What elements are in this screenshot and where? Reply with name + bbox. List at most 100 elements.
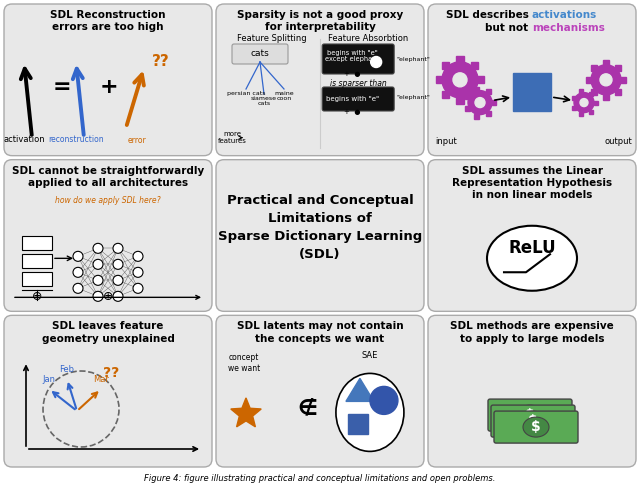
Bar [442,62,449,69]
Circle shape [133,251,143,261]
Text: cats: cats [251,49,269,59]
Bar [474,114,479,119]
Circle shape [453,73,467,87]
Text: SDL describes: SDL describes [445,10,532,20]
Text: activation: activation [3,135,45,143]
Text: ⊕: ⊕ [32,290,42,303]
Bar [591,89,597,95]
FancyBboxPatch shape [491,405,575,437]
Text: more
features: more features [218,131,246,144]
Bar [603,94,609,100]
Text: $: $ [528,414,538,428]
FancyBboxPatch shape [232,44,288,64]
FancyBboxPatch shape [4,160,212,312]
FancyBboxPatch shape [428,160,636,312]
Ellipse shape [336,373,404,452]
Text: mechanisms: mechanisms [532,23,605,33]
Circle shape [73,267,83,278]
Bar [477,76,484,83]
Bar [436,76,443,83]
FancyBboxPatch shape [4,4,212,156]
Text: error: error [127,136,147,144]
Bar [465,106,470,111]
Bar [456,56,463,63]
Bar [22,254,52,268]
Bar [615,89,621,95]
Text: Feature Splitting: Feature Splitting [237,34,307,43]
Text: +  ●: + ● [344,71,360,77]
Text: ⊕: ⊕ [103,290,113,303]
Text: $: $ [531,420,541,434]
Bar [579,89,584,93]
FancyBboxPatch shape [216,4,424,156]
Text: SDL assumes the Linear
Representation Hypothesis
in non linear models: SDL assumes the Linear Representation Hy… [452,166,612,201]
Text: SDL cannot be straightforwardly
applied to all architectures: SDL cannot be straightforwardly applied … [12,166,204,188]
Circle shape [591,65,621,95]
Bar [465,94,470,99]
Text: SAE: SAE [362,352,378,360]
Text: begins with "e": begins with "e" [326,96,379,102]
Circle shape [113,244,123,253]
Circle shape [133,267,143,278]
Bar [589,92,593,96]
Circle shape [580,99,588,106]
Ellipse shape [517,405,543,425]
Circle shape [468,91,492,114]
Text: =: = [52,77,71,98]
Bar [474,87,479,91]
Text: ∉: ∉ [298,399,317,420]
Circle shape [93,244,103,253]
Bar [348,415,368,434]
Text: maine
coon: maine coon [274,91,294,102]
Circle shape [93,291,103,301]
Text: how do we apply SDL here?: how do we apply SDL here? [55,196,161,205]
Circle shape [133,283,143,293]
Bar [513,73,551,111]
Circle shape [93,259,103,269]
Bar [615,65,621,71]
FancyBboxPatch shape [428,4,636,156]
Circle shape [73,251,83,261]
Text: ??: ?? [152,54,170,69]
Text: +: + [100,77,118,98]
Circle shape [442,62,478,98]
Circle shape [600,74,612,86]
Circle shape [93,275,103,285]
Text: output: output [604,137,632,145]
Text: Figure 4: figure illustrating practical and conceptual limitations and open prob: Figure 4: figure illustrating practical … [144,474,496,483]
Text: Feature Absorbtion: Feature Absorbtion [328,34,408,43]
Ellipse shape [520,411,546,431]
Text: Jan: Jan [42,375,56,384]
FancyBboxPatch shape [322,44,394,74]
Bar [22,272,52,286]
Circle shape [73,283,83,293]
Text: begins with "e"
except elephant: begins with "e" except elephant [325,49,380,63]
Bar [620,77,626,83]
Bar [603,60,609,66]
Ellipse shape [487,226,577,291]
Text: reconstruction: reconstruction [48,135,104,143]
Circle shape [371,57,381,68]
Bar [471,62,478,69]
Text: activations: activations [532,10,597,20]
FancyBboxPatch shape [4,316,212,467]
Circle shape [113,259,123,269]
Bar [22,236,52,250]
Text: ReLU: ReLU [508,239,556,257]
Text: "elephant": "elephant" [396,58,430,63]
Bar [456,97,463,104]
Bar [593,101,598,105]
FancyBboxPatch shape [488,399,572,431]
FancyBboxPatch shape [216,316,424,467]
FancyBboxPatch shape [216,160,424,312]
Bar [572,96,575,100]
FancyBboxPatch shape [322,87,394,111]
Text: SDL latents may not contain
the concepts we want: SDL latents may not contain the concepts… [237,321,403,344]
Bar [442,91,449,98]
Bar [572,106,575,109]
Text: "elephant": "elephant" [396,96,430,101]
Text: Practical and Conceptual
Limitations of
Sparse Dictionary Learning
(SDL): Practical and Conceptual Limitations of … [218,194,422,261]
Text: $: $ [525,408,535,422]
Polygon shape [346,379,374,401]
Text: but not: but not [485,23,532,33]
